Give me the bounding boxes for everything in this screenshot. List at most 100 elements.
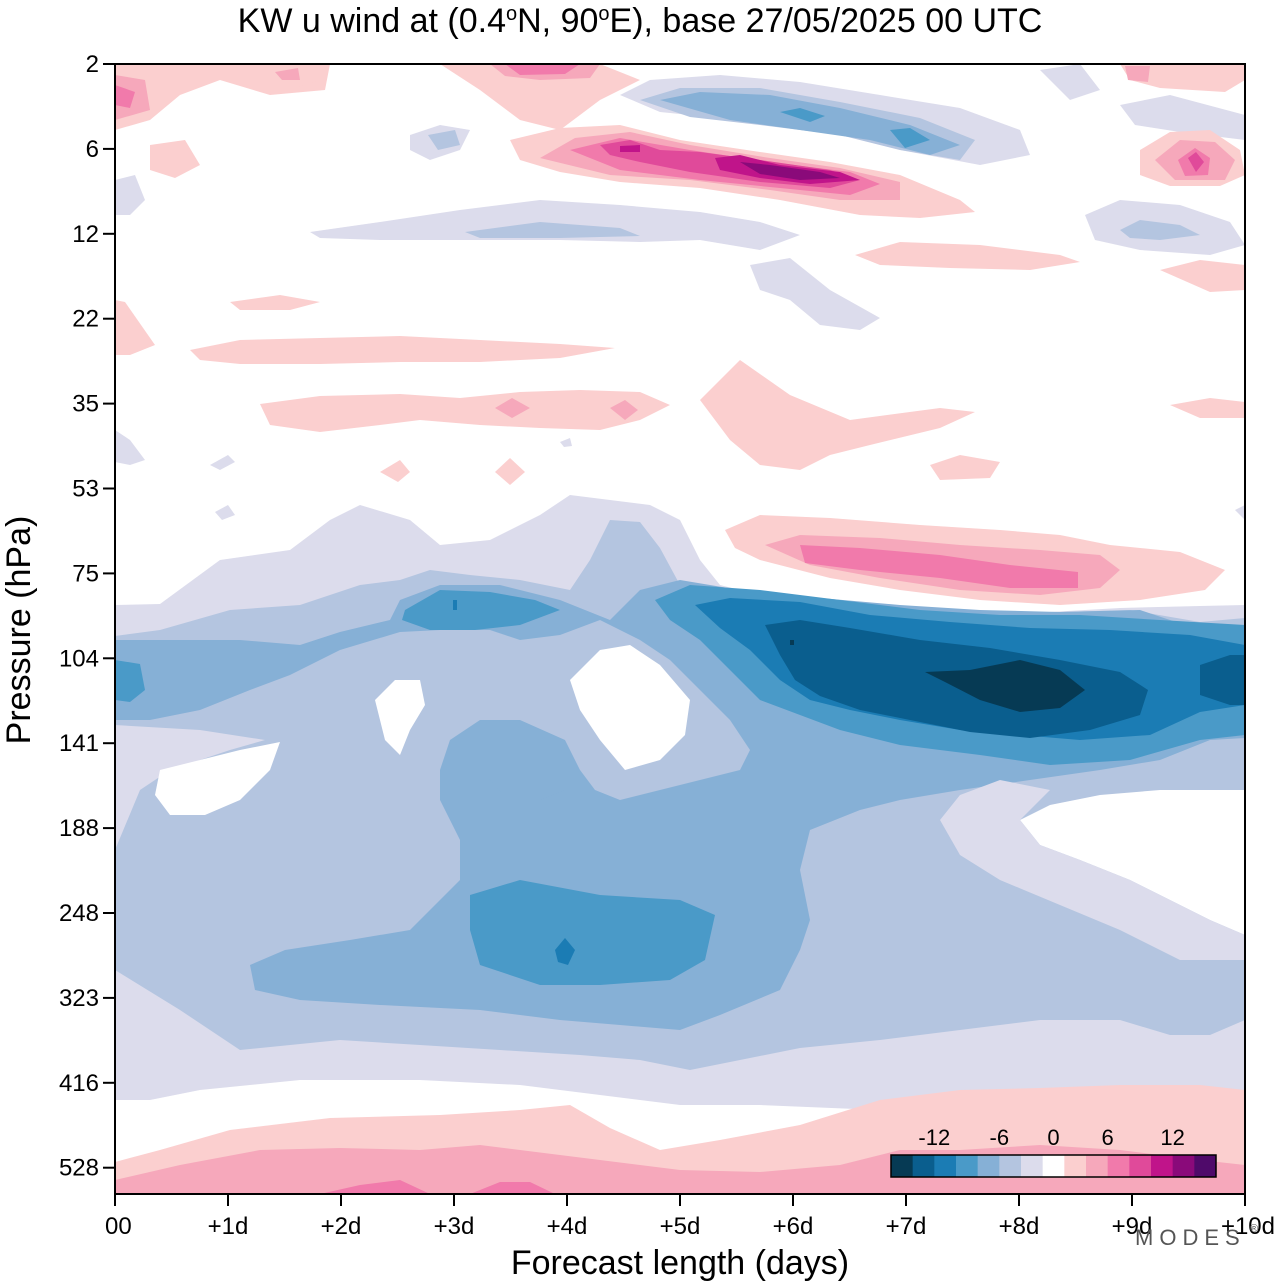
contour-neg-4-ring-right: [940, 780, 1245, 960]
contour-pos-2-top-mid: [440, 64, 640, 130]
contour-pos-12-strat-jet: [740, 162, 840, 180]
contour-neg-4-left-40hpa: [115, 430, 145, 465]
x-tick-label: +3d: [434, 1213, 475, 1240]
y-tick-label: 323: [59, 985, 99, 1012]
contour-zero-hole-right: [1020, 790, 1245, 935]
colorbar-label: -12: [918, 1125, 950, 1150]
contour-neg-4-far-right-55hpa: [1235, 505, 1245, 520]
chart-title: KW u wind at (0.4oN, 90oE), base 27/05/2…: [238, 2, 1043, 40]
contour-pos-2-small-45hpa-b: [495, 458, 525, 485]
y-tick-label: 75: [72, 560, 99, 587]
y-axis-ticks: 2 6 12 22 35 53 75 104 141 188 248 323 416 528: [59, 51, 115, 1182]
contour-neg-12-tropo-left-dot: [453, 600, 457, 610]
contour-neg-10-tropo-left: [402, 590, 560, 630]
contour-pos-2-band-28hpa: [190, 336, 615, 364]
contour-neg-8-blob-160hpa: [485, 738, 572, 800]
colorbar-swatch: [1172, 1155, 1195, 1177]
modes-registered-mark: ®: [1250, 1223, 1258, 1235]
contour-pos-2-band-22hpa: [230, 295, 320, 310]
x-tick-label: +5d: [660, 1213, 701, 1240]
contour-neg-10-strat-band: [780, 108, 825, 122]
y-tick-label: 22: [72, 306, 99, 333]
y-tick-label: 12: [72, 221, 99, 248]
x-tick-label: +2d: [321, 1213, 362, 1240]
contour-neg-14-tropo-jet-right: [1200, 655, 1245, 705]
contour-pos-6-bottom-b: [470, 1182, 555, 1194]
contour-neg-16-tropo-dot: [790, 640, 794, 645]
y-tick-label: 6: [86, 136, 99, 163]
contour-zero-hole-center: [570, 645, 690, 770]
contour-neg-6-upper-left: [428, 130, 460, 150]
colorbar-swatch: [1021, 1155, 1044, 1177]
colorbar-label: 6: [1102, 1125, 1114, 1150]
colorbar-swatch: [999, 1155, 1022, 1177]
x-tick-label: +1d: [208, 1213, 249, 1240]
colorbar-frame: [890, 1154, 1217, 1178]
colorbar-swatch: [1194, 1155, 1217, 1177]
x-axis-ticks: 00 +1d +2d +3d +4d +5d +6d +7d +8d +9d +10d: [105, 1194, 1275, 1240]
x-axis-label: Forecast length (days): [511, 1244, 849, 1282]
colorbar-label: -6: [990, 1125, 1010, 1150]
colorbar-labels: -12 -6 0 6 12: [918, 1125, 1184, 1150]
y-tick-label: 35: [72, 391, 99, 418]
contour-neg-10-mid-trop: [470, 880, 715, 985]
contour-field: [115, 64, 1245, 1194]
contour-neg-10-strat-band-b: [890, 128, 930, 148]
contour-neg-4-band-17hpa: [750, 258, 880, 330]
colorbar-swatch: [1129, 1155, 1152, 1177]
contour-pos-6-band-70hpa: [800, 545, 1078, 588]
contour-pos-2-band-35hpa: [260, 390, 670, 432]
colorbar-label: 0: [1047, 1125, 1059, 1150]
colorbar-swatch: [956, 1155, 979, 1177]
contour-neg-10-tropo-edge-left: [115, 660, 145, 702]
y-tick-label: 188: [59, 815, 99, 842]
y-tick-label: 2: [86, 51, 99, 78]
contour-pos-2-right-18hpa: [1160, 260, 1245, 292]
contour-neg-4-small-55hpa: [215, 505, 235, 520]
contour-pos-6-top-mid: [505, 64, 580, 75]
colorbar-swatch: [1151, 1155, 1174, 1177]
contour-pos-2-left-mid: [150, 140, 200, 178]
contour-pos-6-bottom-a: [320, 1180, 430, 1194]
contour-neg-4-far-upper-right: [1040, 64, 1100, 100]
colorbar: -12 -6 0 6 12: [890, 1125, 1217, 1178]
contour-pos-6-upper-left: [115, 85, 135, 108]
colorbar-swatch: [1086, 1155, 1109, 1177]
colorbar-label: 12: [1160, 1125, 1184, 1150]
y-tick-label: 53: [72, 476, 99, 503]
contour-pos-4-top-small: [275, 68, 300, 80]
x-tick-label: +4d: [547, 1213, 588, 1240]
x-tick-label: +9d: [1112, 1213, 1153, 1240]
contour-neg-4-small-43hpa: [560, 438, 572, 447]
y-axis-label: Pressure (hPa): [0, 516, 38, 745]
contour-zero-hole-left: [155, 742, 280, 815]
contour-neg-16-tropo-core: [925, 660, 1085, 712]
colorbar-swatch: [934, 1155, 957, 1177]
y-tick-label: 141: [59, 730, 99, 757]
contour-pos-2-right-45hpa: [930, 455, 1000, 480]
contour-neg-4-right-top: [1120, 95, 1245, 140]
x-tick-label: 00: [105, 1213, 132, 1240]
x-tick-label: +7d: [886, 1213, 927, 1240]
contour-zero-hole-center-left: [375, 680, 425, 755]
contour-pos-2-small-45hpa-a: [380, 460, 410, 482]
colorbar-swatch: [912, 1155, 935, 1177]
y-tick-label: 104: [59, 645, 99, 672]
y-tick-label: 416: [59, 1070, 99, 1097]
contour-pos-2-mid-38hpa: [700, 360, 975, 470]
colorbar-swatches: [891, 1155, 1217, 1177]
contour-pos-4-upper-right: [1125, 66, 1150, 82]
contour-neg-6-band-12hpa: [465, 222, 640, 238]
contour-neg-4-small-45hpa: [210, 455, 235, 470]
contour-neg-8-strat-band: [660, 92, 960, 155]
contour-pos-4-band-35hpa-a: [495, 398, 530, 418]
contour-pos-2-right-36hpa: [1170, 398, 1245, 418]
contour-neg-6-right-12hpa: [1120, 220, 1200, 240]
x-tick-label: +8d: [999, 1213, 1040, 1240]
colorbar-swatch: [891, 1155, 914, 1177]
contour-pos-2-upper-right: [1120, 64, 1245, 92]
contour-pos-2-left-edge-25hpa: [115, 300, 155, 355]
colorbar-swatch: [1064, 1155, 1087, 1177]
contour-pos-4-band-35hpa-b: [610, 400, 638, 420]
